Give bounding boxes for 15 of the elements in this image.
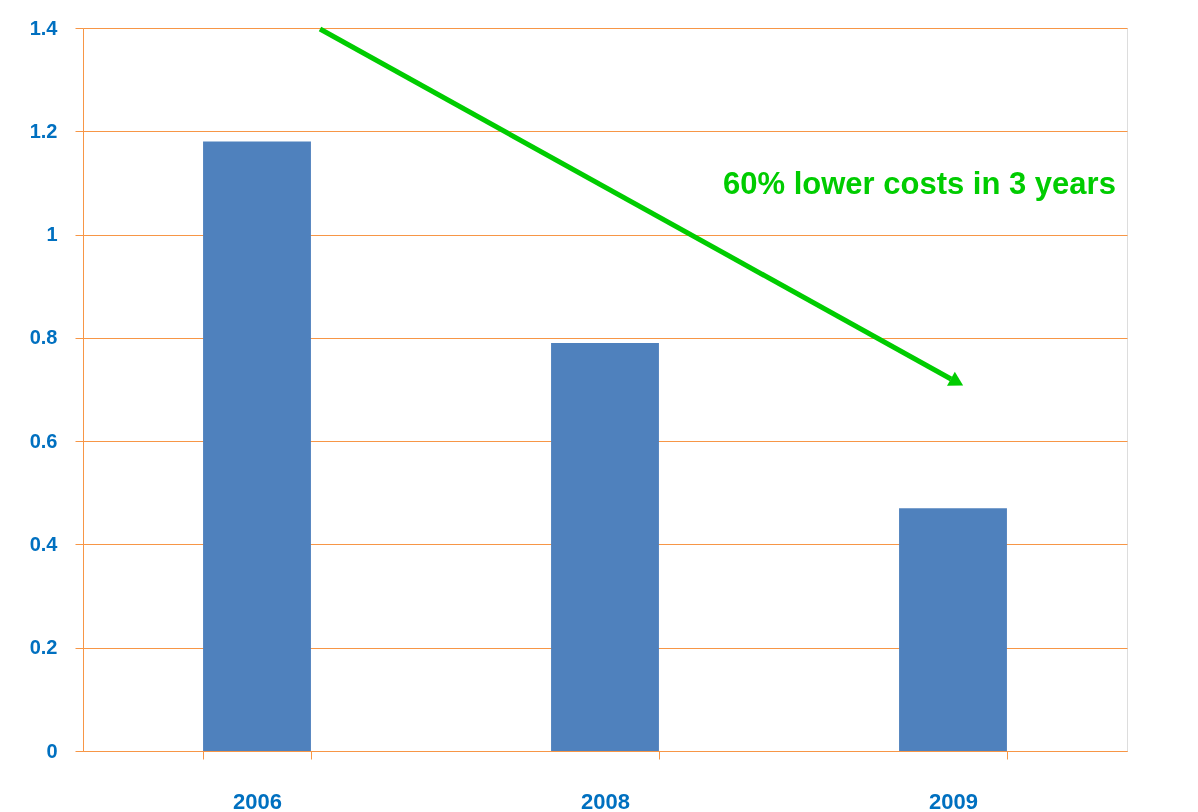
x-tick-label: 2006 bbox=[233, 788, 282, 812]
y-tick-label: 0.6 bbox=[29, 429, 58, 452]
bar bbox=[203, 141, 311, 751]
annotation: 60% lower costs in 3 years bbox=[723, 166, 1116, 201]
y-tick-label: 0.8 bbox=[29, 326, 58, 349]
x-tick-label: 2009 bbox=[929, 788, 978, 812]
y-tick-label: 0.2 bbox=[29, 636, 58, 659]
y-tick-label: 1.4 bbox=[29, 16, 59, 39]
y-tick-label: 1.2 bbox=[29, 119, 58, 142]
x-tick-label: 2008 bbox=[581, 788, 630, 812]
y-tick-label: 1 bbox=[46, 223, 58, 246]
y-tick-label: 0 bbox=[46, 739, 58, 762]
y-tick-label: 0.4 bbox=[29, 532, 59, 555]
bar bbox=[899, 508, 1007, 751]
bar bbox=[551, 343, 659, 751]
